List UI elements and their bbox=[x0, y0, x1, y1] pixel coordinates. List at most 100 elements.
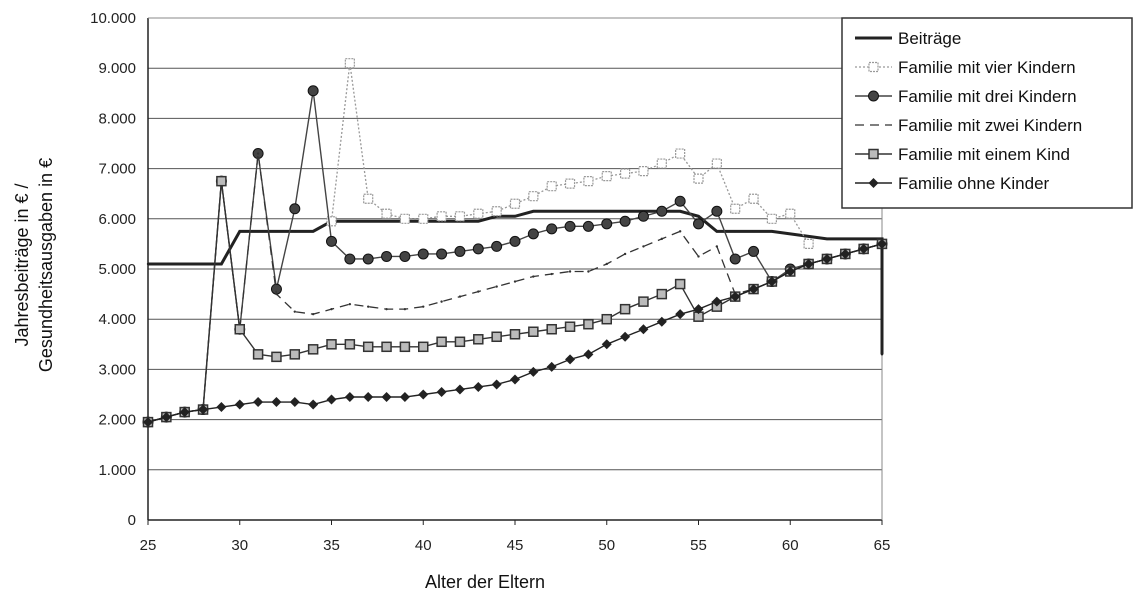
data-point bbox=[601, 313, 612, 325]
data-point bbox=[550, 210, 553, 213]
y-tick-label: 9.000 bbox=[98, 60, 136, 77]
data-point bbox=[748, 245, 760, 257]
data-point bbox=[656, 316, 667, 327]
data-point bbox=[582, 220, 594, 232]
data-point bbox=[403, 307, 407, 311]
data-point bbox=[256, 152, 260, 155]
data-point bbox=[532, 275, 535, 278]
data-point bbox=[509, 329, 521, 340]
legend-box bbox=[841, 17, 1133, 209]
data-point bbox=[601, 171, 612, 182]
data-point bbox=[748, 284, 759, 295]
data-point bbox=[289, 203, 301, 215]
data-point bbox=[528, 326, 539, 337]
data-point bbox=[564, 321, 576, 332]
data-point bbox=[565, 354, 576, 365]
data-point bbox=[367, 220, 370, 223]
data-point bbox=[766, 213, 778, 224]
x-tick-label: 65 bbox=[874, 537, 891, 554]
data-point bbox=[568, 270, 572, 273]
data-point bbox=[234, 323, 245, 335]
data-point bbox=[711, 158, 722, 169]
data-point bbox=[528, 366, 539, 377]
data-point bbox=[477, 290, 480, 293]
data-point bbox=[436, 211, 447, 222]
data-point bbox=[348, 302, 352, 306]
data-point bbox=[418, 341, 429, 353]
y-tick-label: 6.000 bbox=[98, 211, 136, 228]
data-point bbox=[752, 230, 755, 233]
data-point bbox=[877, 238, 887, 249]
data-point bbox=[363, 193, 374, 204]
data-point bbox=[220, 262, 223, 266]
data-point bbox=[363, 392, 374, 403]
data-point bbox=[546, 361, 557, 372]
data-point bbox=[326, 235, 337, 247]
data-point bbox=[605, 262, 608, 266]
data-point bbox=[436, 248, 448, 260]
data-point bbox=[436, 386, 447, 397]
data-point bbox=[619, 215, 631, 227]
data-point bbox=[234, 399, 245, 410]
tick-labels: 0 1.000 2.000 3.000 4.000 5.000 6.000 7.000 8.00… bbox=[90, 10, 890, 554]
data-point bbox=[417, 248, 429, 260]
x-tick-label: 55 bbox=[690, 537, 707, 554]
data-point bbox=[568, 210, 572, 213]
data-point bbox=[454, 336, 466, 348]
data-point bbox=[620, 331, 631, 342]
data-point bbox=[623, 210, 627, 213]
data-point bbox=[715, 230, 719, 233]
data-point bbox=[275, 230, 278, 233]
data-point bbox=[789, 232, 792, 236]
data-point bbox=[532, 210, 535, 213]
data-point bbox=[693, 218, 704, 230]
data-point bbox=[509, 198, 521, 209]
data-point bbox=[271, 351, 282, 363]
data-point bbox=[454, 211, 466, 222]
data-point bbox=[638, 324, 649, 335]
data-point bbox=[491, 240, 503, 252]
legend-marker bbox=[868, 90, 879, 102]
series-5 bbox=[143, 238, 887, 428]
y-axis-title-line2: Gesundheitsausgaben in € bbox=[36, 158, 56, 372]
data-point bbox=[418, 213, 429, 224]
data-point bbox=[399, 392, 410, 403]
data-point bbox=[803, 238, 814, 249]
data-point bbox=[803, 258, 814, 269]
data-point bbox=[344, 58, 355, 69]
data-point bbox=[844, 237, 847, 241]
data-point bbox=[638, 296, 649, 307]
x-tick-label: 30 bbox=[231, 537, 248, 554]
data-point bbox=[348, 220, 352, 223]
data-point bbox=[825, 237, 829, 241]
data-point bbox=[623, 252, 627, 256]
data-point bbox=[289, 397, 300, 408]
data-point bbox=[675, 309, 686, 320]
data-point bbox=[477, 220, 480, 223]
data-point bbox=[513, 280, 517, 283]
data-point bbox=[675, 148, 686, 159]
legend-label: Familie mit vier Kindern bbox=[898, 58, 1076, 77]
y-tick-label: 1.000 bbox=[98, 462, 136, 479]
data-point bbox=[546, 323, 557, 335]
data-point bbox=[656, 158, 667, 169]
data-point bbox=[458, 295, 462, 298]
x-tick-label: 45 bbox=[507, 537, 524, 554]
data-point bbox=[326, 216, 337, 227]
legend-label: Beiträge bbox=[898, 29, 961, 48]
series-layer bbox=[142, 58, 888, 428]
data-point bbox=[656, 288, 668, 300]
x-tick-label: 60 bbox=[782, 537, 799, 554]
data-point bbox=[238, 230, 241, 233]
data-point bbox=[330, 307, 333, 311]
data-point bbox=[619, 303, 631, 315]
data-point bbox=[473, 208, 484, 219]
legend-label: Familie mit drei Kindern bbox=[898, 87, 1077, 106]
data-point bbox=[601, 339, 612, 350]
data-point bbox=[840, 248, 851, 259]
x-axis-title: Alter der Eltern bbox=[425, 572, 545, 592]
data-point bbox=[161, 412, 172, 423]
data-point bbox=[289, 349, 301, 360]
series-1 bbox=[326, 58, 814, 249]
